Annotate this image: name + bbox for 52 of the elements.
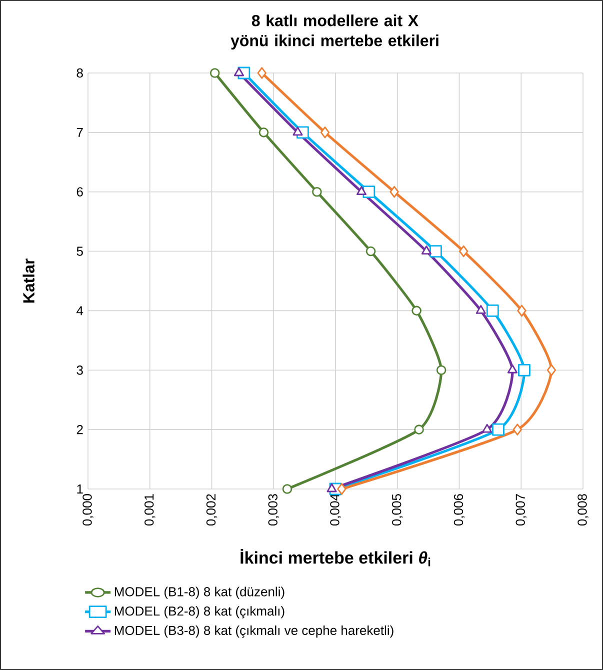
x-tick-label: 0,008 — [578, 494, 588, 526]
x-tick-label: 0,004 — [330, 494, 341, 526]
x-tick-label: 0,003 — [268, 494, 279, 526]
point — [412, 306, 422, 316]
point — [326, 483, 337, 492]
point — [258, 128, 269, 138]
y-axis-title: Katlar — [22, 258, 34, 303]
point — [257, 67, 266, 79]
y-tick-label: 5 — [76, 246, 83, 256]
x-tick-label: 0,006 — [454, 494, 465, 526]
y-tick-label: 1 — [77, 484, 83, 494]
x-tick-label: 0,005 — [392, 494, 403, 526]
point — [234, 67, 244, 76]
chart-title: 8 katlı modellere ait X yönü ikinci mertebe etkileri — [230, 14, 438, 50]
point — [292, 126, 303, 136]
x-tick-label: 0,000 — [82, 494, 94, 526]
point — [337, 483, 346, 495]
point — [366, 246, 376, 256]
y-tick-label: 2 — [76, 425, 83, 434]
x-tick-label: 0,001 — [144, 494, 156, 526]
point — [476, 305, 486, 314]
x-tick-label: 0,007 — [516, 494, 526, 526]
point — [518, 364, 530, 376]
point — [512, 424, 522, 436]
point — [486, 304, 499, 317]
y-tick-label: 7 — [76, 128, 83, 137]
legend-label: MODEL (B3-8) 8 kat (çıkmalı ve cephe hareketli) — [114, 625, 394, 638]
point — [312, 186, 322, 197]
y-tick-label: 4 — [76, 306, 84, 316]
point — [517, 304, 526, 317]
legend-label: MODEL (B2-8) 8 kat (çıkmalı) — [114, 606, 284, 618]
point — [430, 245, 442, 258]
point — [414, 424, 424, 434]
point — [492, 423, 504, 436]
point — [482, 424, 492, 433]
point — [210, 68, 220, 78]
point — [362, 186, 376, 198]
x-axis-title: İkinci mertebe etkileri θ$_{i}$ — [240, 549, 430, 566]
point — [282, 484, 292, 494]
point — [390, 186, 399, 198]
x-tick-label: 0,002 — [206, 494, 218, 526]
point — [356, 186, 367, 196]
point — [421, 246, 432, 254]
point — [320, 126, 330, 138]
point — [458, 245, 468, 258]
legend-label: MODEL (B1-8) 8 kat (düzenli) — [114, 586, 284, 599]
point — [436, 365, 446, 376]
y-tick-label: 6 — [76, 187, 83, 196]
point — [507, 364, 518, 374]
y-tick-label: 8 — [76, 68, 83, 78]
y-tick-label: 3 — [76, 366, 83, 375]
point — [546, 364, 556, 376]
